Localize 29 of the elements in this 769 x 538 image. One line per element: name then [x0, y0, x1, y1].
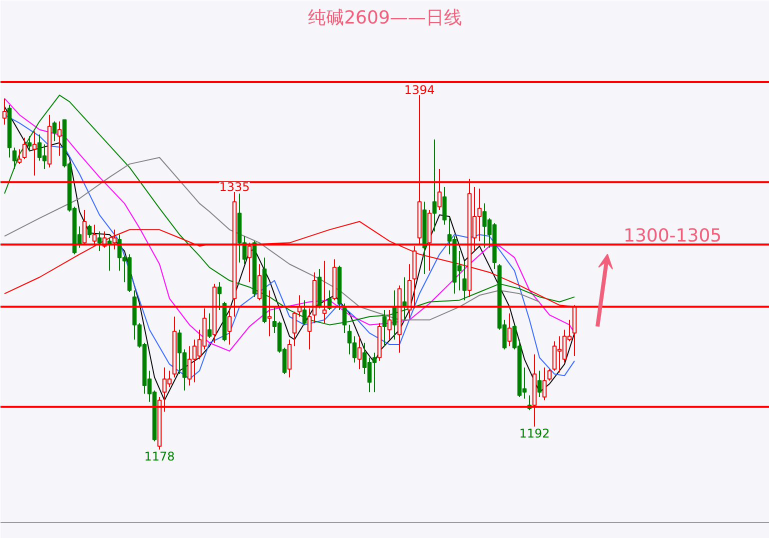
- candlestick: [442, 186, 447, 226]
- candlestick: [97, 230, 102, 252]
- candlestick: [357, 336, 362, 370]
- candlestick: [87, 224, 92, 238]
- candlestick: [27, 136, 32, 152]
- candlestick: [292, 311, 297, 347]
- candlestick: [537, 370, 542, 398]
- candlestick: [52, 120, 57, 142]
- candlestick: [217, 282, 222, 311]
- chart-title: 纯碱2609——日线: [308, 8, 462, 28]
- candlestick: [387, 310, 392, 340]
- annotation: 1192: [519, 426, 550, 441]
- candlestick: [547, 368, 552, 382]
- text: 1300-1305: [624, 225, 722, 246]
- annotation: 1335: [219, 180, 250, 194]
- candlestick: [22, 137, 27, 160]
- annotation: 1178: [144, 450, 175, 464]
- candlestick: [432, 138, 437, 232]
- candlestick: [542, 366, 547, 401]
- candlestick: [12, 147, 17, 170]
- candlestick: [227, 310, 232, 346]
- candlestick: [32, 130, 37, 176]
- candlestick: [462, 260, 467, 301]
- candlestick: [17, 148, 22, 165]
- candlestick: [207, 312, 212, 338]
- candlestick: [507, 312, 512, 347]
- candlestick: [257, 264, 262, 301]
- annotation: 1394: [404, 83, 435, 98]
- candlestick: [57, 120, 62, 156]
